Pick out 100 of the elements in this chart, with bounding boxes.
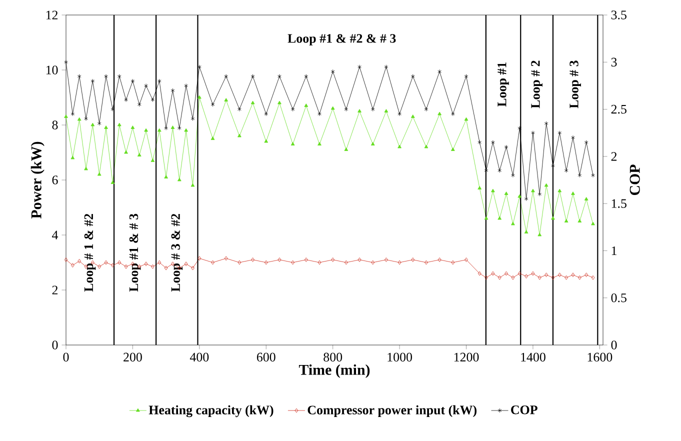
point [224, 98, 228, 102]
y-tick-label: 6 [52, 176, 58, 184]
point [518, 271, 522, 276]
point [531, 188, 535, 192]
point [544, 272, 548, 278]
point [438, 69, 442, 74]
annotation: Loop # 3 & #2 [171, 214, 183, 292]
point [358, 258, 362, 262]
x-tick-label: 0 [63, 352, 69, 362]
x-tick-label: 600 [256, 352, 276, 362]
point [144, 262, 148, 266]
point [238, 134, 242, 138]
point [584, 140, 588, 144]
point [70, 263, 74, 268]
point [491, 140, 495, 144]
point [564, 275, 568, 280]
point [558, 188, 562, 192]
point [251, 258, 254, 262]
point [571, 135, 575, 140]
point [98, 264, 102, 269]
point [97, 172, 102, 176]
point [84, 166, 88, 170]
y-tick-label: 10 [46, 66, 58, 74]
y-tick-label: 0 [52, 340, 58, 350]
point [450, 112, 455, 116]
point [78, 258, 82, 264]
point [484, 275, 488, 280]
point [164, 266, 168, 270]
point [558, 130, 562, 136]
point [450, 148, 455, 151]
point [184, 262, 188, 266]
point [524, 196, 528, 202]
point [150, 98, 155, 102]
x-tick-label: 1200 [454, 352, 479, 362]
y2-tick-label: 1 [612, 246, 616, 255]
point [330, 69, 335, 74]
point [117, 122, 122, 126]
point [331, 258, 335, 262]
legend-label: COP [511, 405, 538, 414]
point [130, 78, 135, 84]
point [177, 126, 182, 130]
point [518, 194, 522, 198]
point [158, 260, 162, 265]
point [290, 142, 295, 146]
x-tick-label: 800 [324, 352, 342, 362]
point [190, 183, 195, 187]
point [264, 260, 268, 265]
point [184, 84, 188, 88]
point [578, 275, 582, 280]
point [511, 275, 515, 280]
point [438, 112, 442, 116]
y2-tick-label: 1.5 [612, 199, 626, 208]
point [197, 95, 202, 99]
point [290, 107, 295, 112]
point [318, 142, 322, 146]
annotation: Loop # 2 [531, 60, 542, 108]
point [211, 260, 214, 265]
point [484, 216, 488, 220]
point [478, 140, 482, 144]
point [584, 197, 588, 200]
point [558, 272, 562, 278]
point [151, 264, 154, 269]
point [111, 263, 114, 268]
annotation: Loop # 3 [570, 60, 581, 108]
point [531, 271, 535, 276]
x-tick-label: 1400 [521, 352, 546, 362]
point [358, 64, 362, 70]
point [278, 74, 282, 78]
point [564, 219, 568, 222]
y2-tick-label: 2 [611, 152, 617, 161]
point [190, 116, 195, 121]
point [578, 219, 582, 222]
point [518, 126, 522, 130]
point [491, 271, 495, 276]
point [410, 74, 415, 78]
point [524, 274, 528, 278]
point [551, 275, 555, 280]
point [538, 232, 542, 236]
point [504, 271, 508, 276]
point [104, 126, 108, 129]
x-tick-label: 400 [190, 352, 209, 362]
point [77, 74, 82, 78]
point [224, 256, 228, 261]
point [238, 107, 242, 112]
point [157, 128, 162, 132]
y-axis-title: Power (kW) [30, 142, 44, 219]
point [157, 78, 162, 84]
point [304, 74, 308, 78]
point [177, 178, 182, 182]
y2-tick-label: 0.5 [611, 293, 626, 302]
point [170, 88, 175, 93]
point [224, 74, 228, 78]
point [424, 144, 428, 148]
point [584, 272, 588, 278]
point [551, 216, 555, 220]
point [370, 107, 375, 112]
point [578, 173, 582, 178]
x-tick-label: 200 [124, 352, 142, 362]
point [137, 102, 142, 107]
point [370, 142, 375, 146]
